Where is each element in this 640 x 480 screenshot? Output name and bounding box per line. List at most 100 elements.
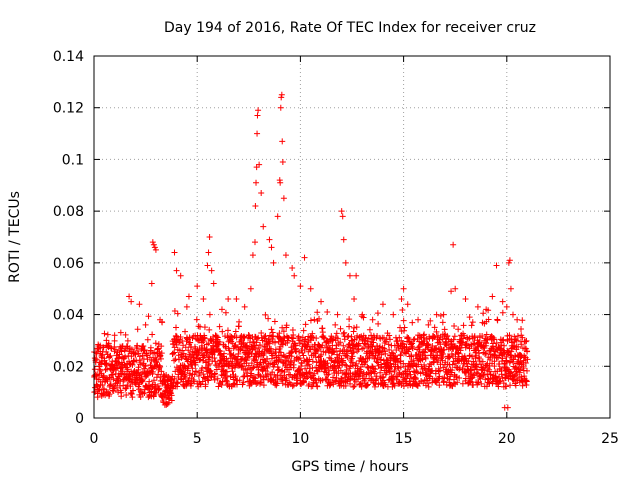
- scatter-point-peak: [439, 319, 446, 326]
- scatter-point: [523, 378, 530, 385]
- scatter-point: [373, 373, 380, 380]
- scatter-point: [301, 347, 308, 354]
- scatter-point: [202, 381, 209, 388]
- scatter-point: [141, 347, 148, 354]
- scatter-point: [158, 368, 165, 375]
- scatter-point: [229, 368, 236, 375]
- scatter-point-peak: [274, 213, 281, 220]
- x-axis-label: GPS time / hours: [291, 459, 408, 475]
- scatter-point: [296, 355, 303, 362]
- scatter-point: [305, 370, 312, 377]
- scatter-point-peak: [152, 246, 159, 253]
- scatter-point: [414, 383, 421, 390]
- scatter-point-peak: [260, 223, 267, 230]
- scatter-point: [333, 345, 340, 352]
- scatter-point: [114, 355, 121, 362]
- scatter-point: [223, 368, 230, 375]
- scatter-point: [229, 358, 236, 365]
- scatter-point: [465, 357, 472, 364]
- scatter-point: [483, 340, 490, 347]
- scatter-point: [342, 361, 349, 368]
- scatter-point-peak: [208, 267, 215, 274]
- scatter-point: [187, 370, 193, 377]
- scatter-point: [122, 353, 129, 360]
- scatter-point: [510, 373, 517, 380]
- scatter-point: [415, 344, 422, 351]
- scatter-point: [490, 335, 497, 342]
- scatter-point: [327, 346, 334, 353]
- scatter-point-peak: [280, 195, 287, 202]
- scatter-point: [458, 339, 465, 346]
- scatter-point: [129, 394, 136, 401]
- plot-frame: [93, 55, 611, 419]
- y-tick-label: 0.1: [62, 152, 84, 168]
- scatter-point: [378, 351, 385, 358]
- scatter-point: [103, 376, 110, 383]
- scatter-point: [399, 306, 406, 313]
- scatter-point: [502, 375, 509, 382]
- scatter-point-peak: [518, 332, 525, 339]
- scatter-point: [333, 330, 340, 337]
- tick-labels: 0 5 10 15 20 25 0 0.02 0.04 0.06 0.08 0.1 0.12 0.14: [53, 49, 619, 447]
- scatter-point-peak: [97, 342, 104, 349]
- scatter-point: [222, 309, 229, 316]
- scatter-point-peak: [278, 94, 285, 101]
- scatter-point: [513, 337, 520, 344]
- scatter-point: [269, 329, 276, 336]
- scatter-point-peak: [149, 239, 156, 246]
- scatter-point: [514, 332, 521, 339]
- scatter-point: [350, 383, 357, 390]
- scatter-point: [321, 335, 328, 342]
- scatter-point: [421, 376, 428, 383]
- scatter-point: [264, 370, 271, 377]
- scatter-point-peak: [398, 296, 405, 303]
- scatter-point: [187, 382, 194, 389]
- scatter-point: [408, 353, 415, 360]
- scatter-point: [96, 366, 103, 373]
- scatter-point-peak: [256, 161, 263, 168]
- scatter-point: [118, 389, 125, 396]
- scatter-point: [479, 332, 486, 339]
- scatter-point: [204, 376, 211, 383]
- scatter-point-peak: [282, 252, 289, 259]
- scatter-point: [238, 363, 245, 370]
- scatter-point-peak: [251, 239, 258, 246]
- scatter-point: [138, 377, 145, 384]
- scatter-point: [421, 331, 428, 338]
- scatter-point: [214, 375, 221, 382]
- scatter-point-peak: [448, 288, 455, 295]
- scatter-point: [149, 331, 156, 338]
- scatter-point: [386, 346, 393, 353]
- scatter-point: [186, 334, 193, 341]
- scatter-point: [425, 372, 432, 379]
- scatter-point: [104, 343, 111, 350]
- scatter-point: [349, 353, 356, 360]
- scatter-point: [323, 371, 330, 378]
- scatter-point: [120, 382, 127, 389]
- scatter-point: [410, 357, 417, 364]
- scatter-point: [478, 380, 485, 387]
- scatter-point-peak: [266, 236, 273, 243]
- scatter-point: [431, 358, 438, 365]
- scatter-point: [215, 383, 222, 390]
- scatter-point: [512, 382, 519, 389]
- scatter-point: [285, 334, 292, 341]
- scatter-point: [469, 319, 476, 326]
- scatter-point: [340, 357, 347, 364]
- scatter-point: [498, 371, 505, 378]
- scatter-point: [409, 340, 416, 347]
- scatter-point: [248, 370, 255, 377]
- scatter-point: [364, 364, 371, 371]
- scatter-point: [204, 349, 211, 356]
- scatter-point-peak: [194, 283, 201, 290]
- scatter-point: [150, 377, 157, 384]
- scatter-point: [496, 360, 503, 367]
- scatter-point: [172, 356, 179, 363]
- scatter-point: [319, 377, 326, 384]
- scatter-point: [179, 347, 186, 354]
- scatter-point-peak: [185, 293, 192, 300]
- scatter-point-peak: [249, 252, 256, 259]
- scatter-point: [347, 363, 354, 370]
- scatter-point: [127, 383, 134, 390]
- scatter-point: [518, 373, 525, 380]
